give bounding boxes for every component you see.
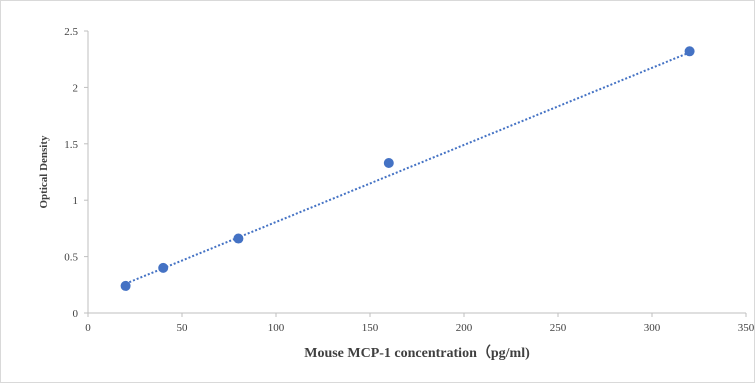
x-tick-label: 150 — [362, 322, 379, 334]
y-tick-label: 0 — [73, 308, 79, 320]
x-tick-label: 300 — [644, 322, 661, 334]
data-point — [684, 46, 695, 57]
data-point — [383, 157, 394, 168]
x-axis-title: Mouse MCP-1 concentration（pg/ml) — [304, 345, 530, 361]
x-tick-label: 0 — [85, 322, 91, 334]
data-points — [120, 46, 695, 291]
x-tick-label: 50 — [177, 322, 189, 334]
x-axis-ticks: 0 50 100 150 200 250 300 350 — [85, 313, 754, 334]
y-tick-label: 2.5 — [64, 26, 78, 38]
x-tick-label: 200 — [456, 322, 473, 334]
x-tick-label: 350 — [738, 322, 754, 334]
y-tick-label: 2 — [73, 82, 79, 94]
y-axis-ticks: 0 0.5 1 1.5 2 2.5 — [64, 26, 88, 320]
y-axis-title: Optical Density — [38, 135, 50, 209]
x-tick-label: 250 — [550, 322, 567, 334]
y-tick-label: 0.5 — [64, 252, 78, 264]
data-point — [233, 233, 244, 244]
data-point — [120, 280, 131, 291]
linear-trendline — [125, 51, 690, 285]
x-tick-label: 100 — [268, 322, 285, 334]
data-point — [158, 262, 169, 273]
y-tick-label: 1.5 — [64, 139, 78, 151]
y-tick-label: 1 — [73, 195, 79, 207]
